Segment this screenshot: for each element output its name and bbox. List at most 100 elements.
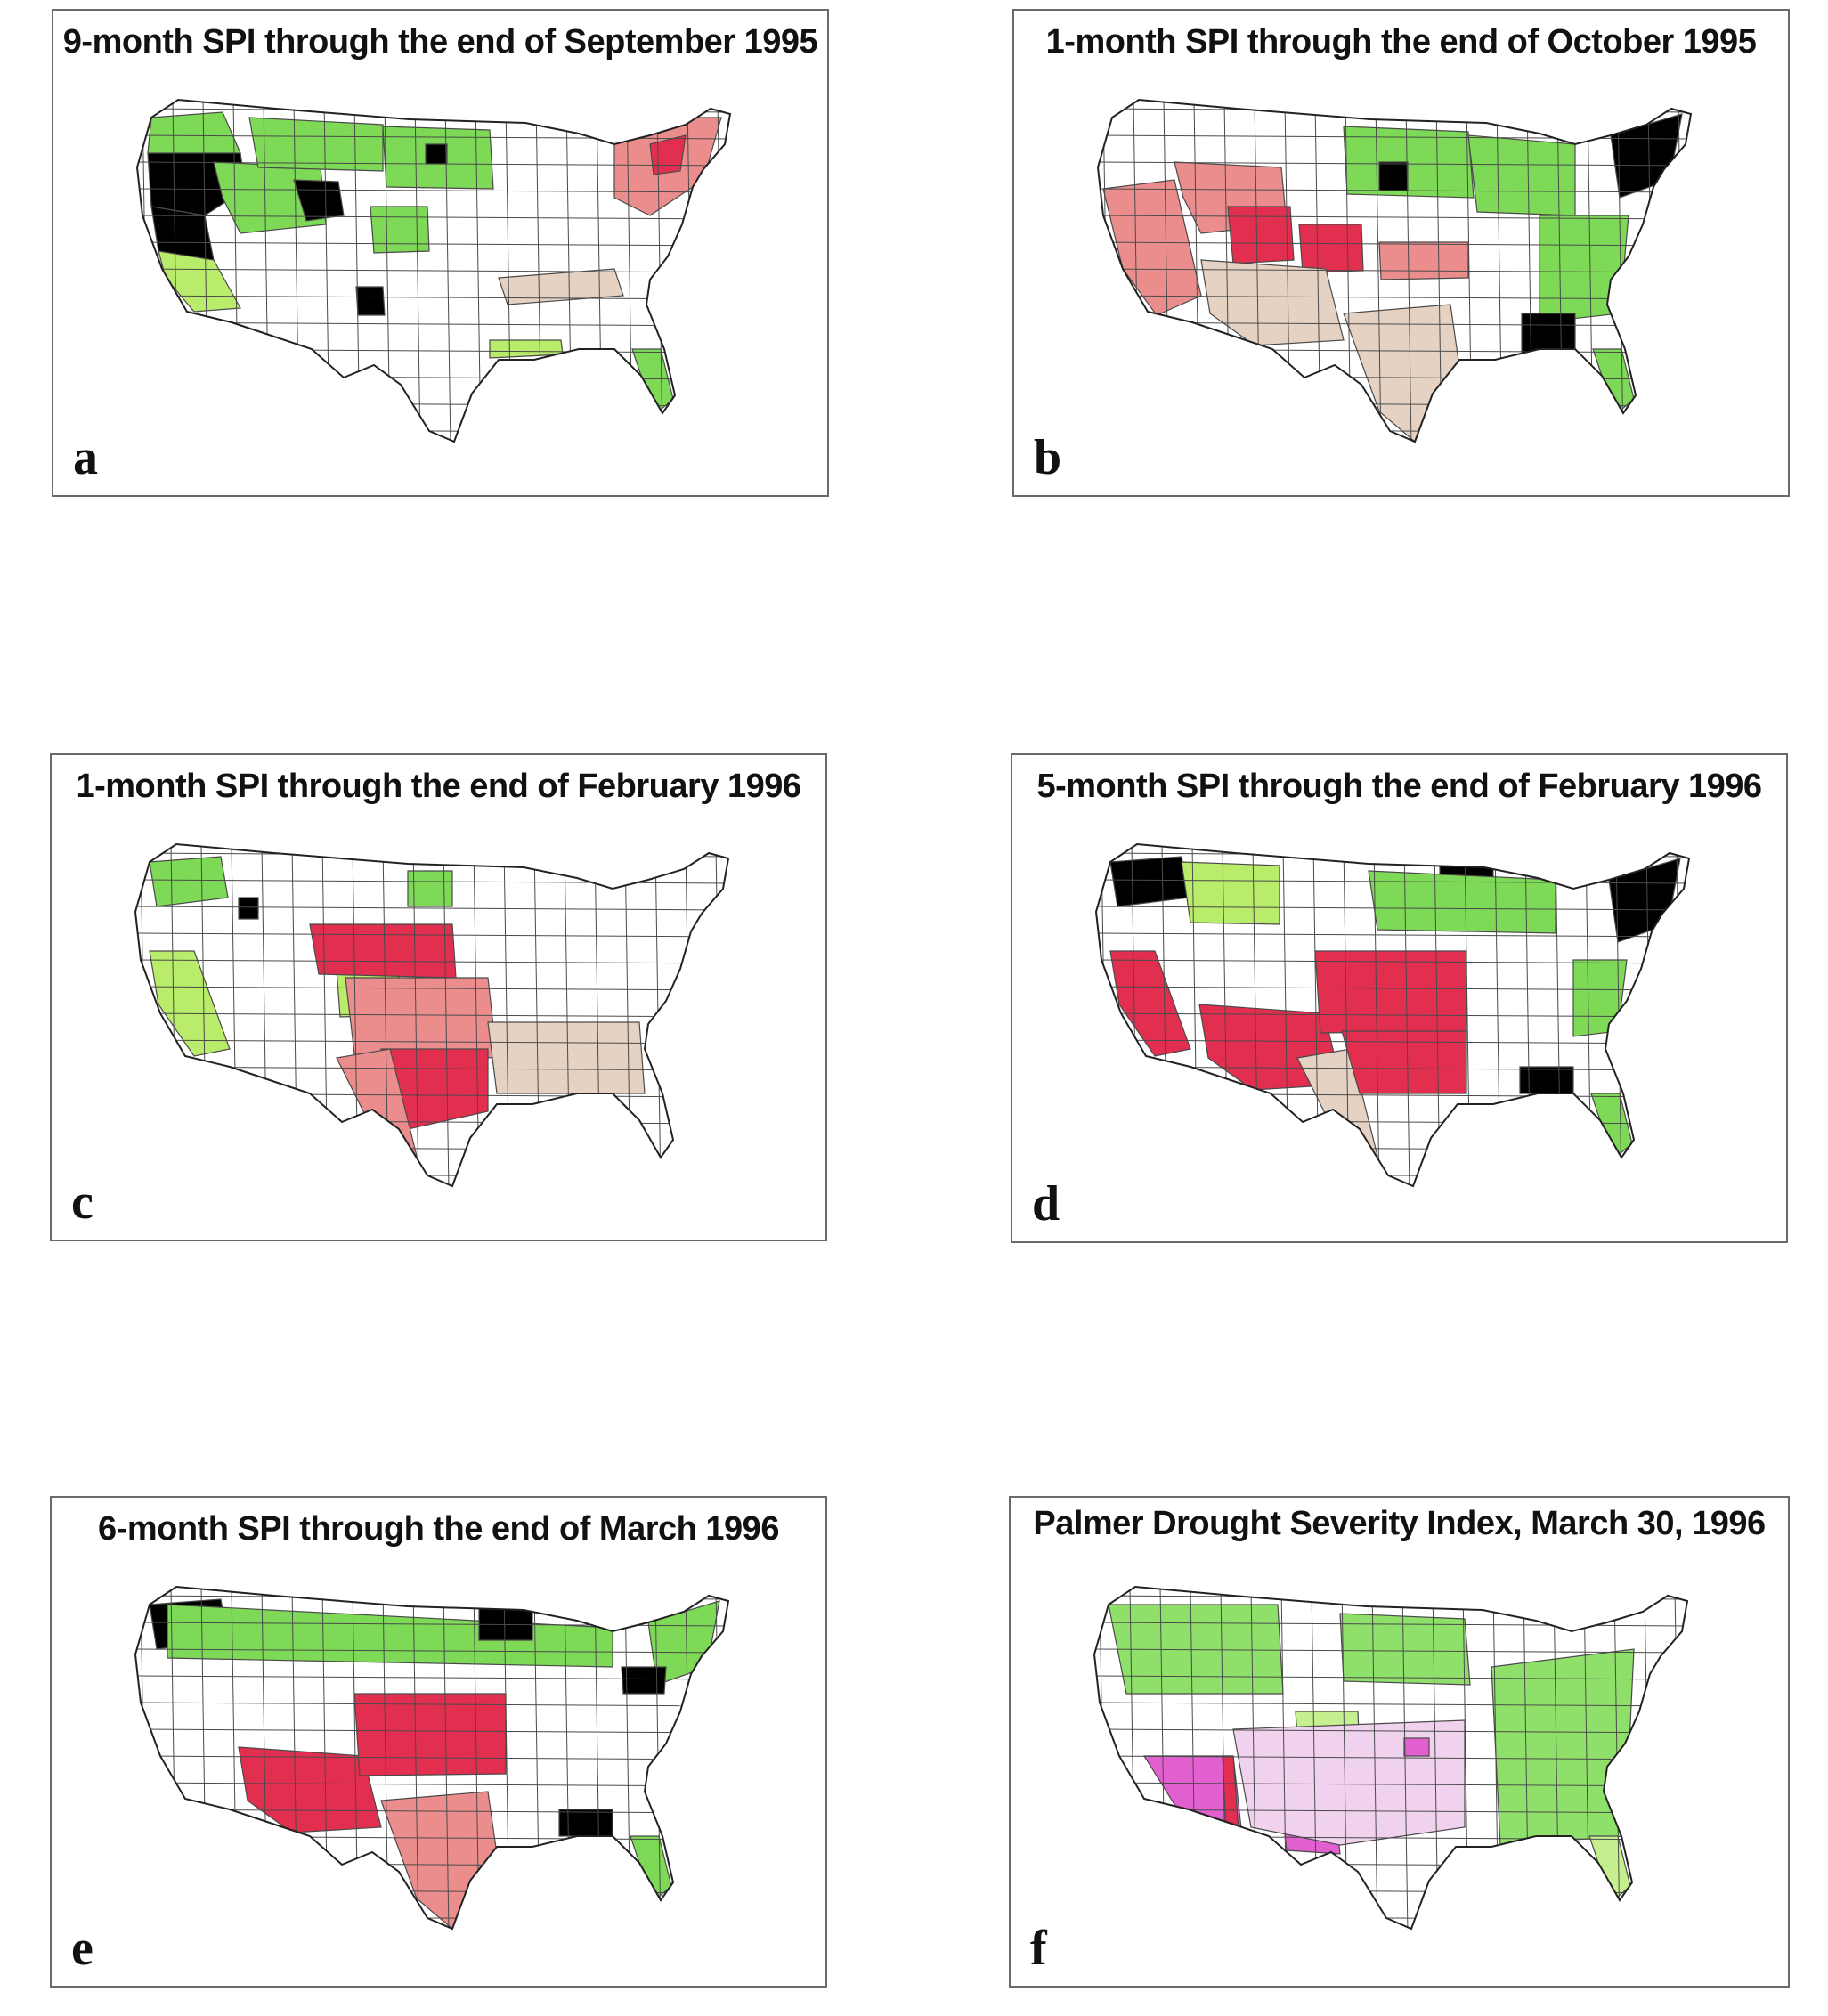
region-utah [1227,206,1295,264]
panel-e-letter: e [71,1921,93,1976]
map-e [134,1585,730,1931]
grid-line [1098,268,1691,273]
grid-line [135,1755,728,1760]
grid-line [1094,1702,1687,1707]
region-colorado [1298,224,1364,273]
grid-line [135,932,728,938]
region-alabama [1519,1066,1574,1094]
region-southwest [238,1746,382,1833]
grid-line [1094,1728,1687,1734]
panel-e: 6-month SPI through the end of March 199… [50,1496,827,1988]
grid-line [1373,844,1380,1186]
grid-line [1405,100,1412,442]
us-outline [1094,842,1691,1188]
panel-c-letter: c [71,1175,93,1230]
grid-line [1094,1648,1687,1654]
grid-line [135,1012,728,1018]
grid-line [137,295,730,300]
region-appalachians [1539,215,1629,323]
panel-d-letter: d [1032,1176,1060,1232]
map-b [1096,98,1693,443]
map-c [134,842,730,1188]
region-southeast [487,1021,646,1094]
region-south-dakota [1378,161,1409,191]
region-florida [630,1835,672,1898]
us-outline [1093,1585,1689,1931]
region-north-central [1368,870,1556,934]
region-oklahoma-texas [1341,1030,1467,1094]
region-southwest [1200,259,1345,346]
region-southern-plains [1232,1719,1466,1846]
grid-line [1098,161,1691,167]
grid-line [135,959,728,964]
grid-line [137,161,730,167]
region-dakota-center [425,143,448,165]
grid-line [444,100,451,442]
grid-line [1098,188,1691,193]
grid-line [1096,906,1689,911]
grid-line [135,906,728,911]
grid-line [135,1728,728,1734]
panel-a: 9-month SPI through the end of September… [52,9,829,497]
grid-line [443,844,450,1186]
region-alabama [558,1809,613,1837]
panel-a-letter: a [73,430,98,485]
grid-line [1094,1675,1687,1680]
region-new-england [1608,858,1681,943]
us-outline [135,98,732,443]
grid-line [1096,932,1689,938]
grid-line [137,241,730,247]
region-kansas-oklahoma [345,977,498,1059]
grid-line [1098,215,1691,220]
grid-line [1096,1012,1689,1018]
region-idaho-montana [1181,861,1280,925]
region-florida [1590,1093,1633,1155]
grid-line [135,986,728,991]
region-west-coast [1102,179,1202,316]
region-california [149,950,231,1057]
grid-line [1098,295,1691,300]
panel-d: 5-month SPI through the end of February … [1011,753,1788,1243]
panel-b-letter: b [1034,430,1062,485]
panel-f-letter: f [1030,1921,1047,1976]
region-alabama-georgia [1521,313,1576,361]
region-washington [149,856,229,907]
grid-line [1098,241,1691,247]
grid-line [1094,1782,1687,1787]
region-new-mexico-center [355,286,386,316]
grid-line [137,215,730,220]
grid-line [412,1587,419,1929]
panel-b-title: 1-month SPI through the end of October 1… [1045,23,1757,61]
us-outline [134,842,730,1188]
panel-f-title: Palmer Drought Severity Index, March 30,… [1033,1505,1766,1542]
region-northern-rockies [248,117,384,172]
region-florida [1588,1835,1631,1898]
grid-line [1096,1039,1689,1045]
region-plains [1314,950,1467,1034]
region-plains [353,1693,507,1776]
region-north-dakota [407,870,453,907]
grid-line [135,1675,728,1680]
map-a [135,98,732,443]
region-colorado-front [370,206,430,254]
grid-line [137,268,730,273]
grid-line [1094,1755,1687,1760]
map-layer [135,844,728,1186]
panel-d-title: 5-month SPI through the end of February … [1036,768,1762,805]
grid-line [412,844,419,1186]
region-florida [1592,348,1635,411]
map-f [1093,1585,1689,1931]
panel-c: 1-month SPI through the end of February … [50,753,827,1241]
grid-line [1403,844,1410,1186]
region-california [1109,950,1191,1057]
grid-line [1375,100,1382,442]
region-central-plains [309,923,457,979]
panel-f: Palmer Drought Severity Index, March 30,… [1009,1496,1790,1988]
grid-line [443,1587,450,1929]
region-washington [1109,856,1190,907]
map-layer [1096,844,1689,1186]
region-pennsylvania [621,1666,667,1695]
region-florida [631,348,674,411]
panel-e-title: 6-month SPI through the end of March 199… [98,1510,779,1548]
grid-line [1096,959,1689,964]
